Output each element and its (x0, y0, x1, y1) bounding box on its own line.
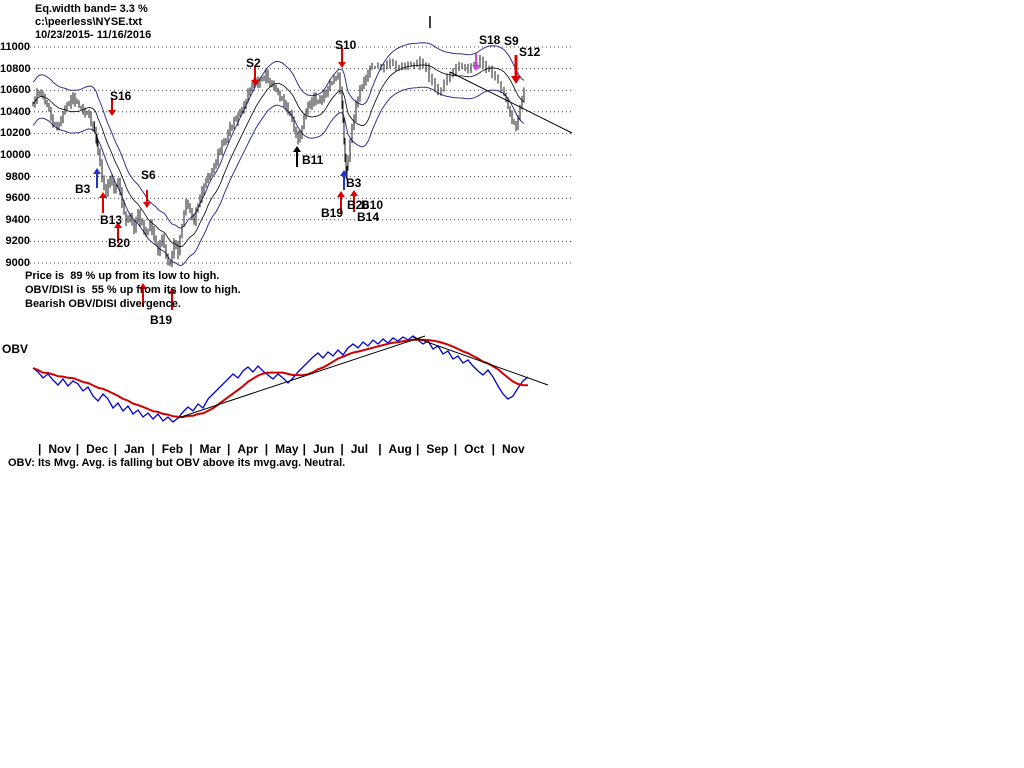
signal-label-s2: S2 (246, 56, 261, 70)
month-label-oct-11: | Oct (454, 442, 484, 456)
month-separator: | (491, 442, 495, 456)
month-name: Jan (123, 442, 145, 456)
candlesticks (32, 55, 525, 268)
obv-range-annotation: OBV/DISI is 55 % up from its low to high… (25, 284, 241, 296)
month-name: Sep (426, 442, 449, 456)
month-name: Jun (312, 442, 335, 456)
month-name: Jul (350, 442, 369, 456)
file-path-label: c:\peerless\NYSE.txt (35, 16, 142, 28)
month-label-dec-1: | Dec (76, 442, 108, 456)
signal-label-s18: S18 (479, 33, 501, 47)
price-tick-label: 9400 (5, 213, 30, 226)
month-separator: | (151, 442, 155, 456)
signal-label-b14: B14 (357, 210, 380, 224)
month-separator: | (75, 442, 80, 456)
month-label-nov-12: | Nov (492, 442, 525, 456)
chart-canvas (30, 16, 573, 423)
divergence-annotation: Bearish OBV/DISI divergence. (25, 298, 181, 310)
month-label-apr-5: | Apr (227, 442, 258, 456)
month-name: Feb (161, 442, 184, 456)
price-gridlines (30, 46, 572, 264)
date-range-label: 10/23/2015- 11/16/2016 (35, 29, 152, 41)
month-separator: | (113, 442, 117, 456)
price-tick-label: 9000 (5, 257, 30, 269)
month-name: Apr (237, 442, 259, 456)
month-name: Dec (86, 442, 109, 456)
price-tick-label: 9800 (5, 170, 30, 183)
price-tick-label: 10400 (0, 105, 31, 118)
signal-label-b13: B13 (100, 213, 123, 227)
month-label-may-6: | May (265, 442, 299, 456)
month-separator: | (302, 442, 306, 456)
month-label-jul-8: | Jul (340, 442, 368, 456)
signal-label-s12: S12 (519, 45, 541, 59)
price-tick-label: 9200 (5, 235, 30, 248)
signal-label-b3: B3 (75, 182, 91, 196)
signal-label-b20: B20 (108, 236, 131, 250)
analysis-annotations: Price is 89 % up from its low to high. O… (25, 269, 241, 311)
signal-label-s10: S10 (335, 38, 357, 52)
signal-label-s9: S9 (504, 34, 519, 48)
signal-label-b20: B20 (347, 198, 370, 212)
price-tick-label: 9600 (5, 192, 30, 205)
signal-label-b3: B3 (346, 176, 362, 190)
month-separator: | (453, 442, 458, 456)
month-label-mar-4: | Mar (189, 442, 221, 456)
month-name: Mar (199, 442, 221, 456)
month-label-sep-10: | Sep (416, 442, 448, 456)
signal-arrows (93, 48, 521, 310)
signal-label-s16: S16 (110, 89, 132, 103)
month-label-jan-2: | Jan (114, 442, 145, 456)
signal-label-b19: B19 (321, 206, 344, 220)
price-range-annotation: Price is 89 % up from its low to high. (25, 270, 220, 282)
price-trendlines (429, 16, 573, 134)
price-tick-label: 11000 (0, 41, 30, 53)
month-label-feb-3: | Feb (151, 442, 183, 456)
month-name: Nov (48, 442, 72, 456)
month-name: May (275, 442, 299, 456)
signal-label-b19: B19 (150, 313, 173, 327)
month-separator: | (38, 442, 42, 456)
month-separator: | (264, 442, 269, 456)
month-separator: | (340, 442, 344, 456)
chart-header: Eq.width band= 3.3 % c:\peerless\NYSE.tx… (35, 3, 151, 42)
price-tick-label: 10200 (0, 127, 31, 140)
month-label-jun-7: | Jun (303, 442, 335, 456)
signal-label-b11: B11 (302, 153, 324, 167)
month-name: Oct (464, 442, 485, 456)
month-label-nov-0: | Nov (38, 442, 71, 456)
month-separator: | (378, 442, 382, 456)
band-width-label: Eq.width band= 3.3 % (35, 3, 148, 15)
obv-status-line: OBV: Its Mvg. Avg. is falling but OBV ab… (8, 457, 346, 469)
price-tick-label: 10000 (0, 149, 31, 161)
obv-moving-average (32, 338, 529, 419)
month-separator: | (189, 442, 193, 456)
obv-line (32, 335, 529, 423)
price-tick-label: 10600 (0, 84, 31, 97)
month-separator: | (227, 442, 231, 456)
obv-axis-label: OBV (2, 342, 29, 356)
month-separator: | (416, 442, 420, 456)
signal-label-s6: S6 (141, 168, 156, 182)
obv-plot (32, 335, 549, 423)
month-name: Aug (388, 442, 412, 456)
signal-label-b10: B10 (361, 198, 384, 212)
month-name: Nov (501, 442, 525, 456)
price-tick-label: 10800 (0, 62, 31, 75)
month-label-aug-9: | Aug (378, 442, 412, 456)
